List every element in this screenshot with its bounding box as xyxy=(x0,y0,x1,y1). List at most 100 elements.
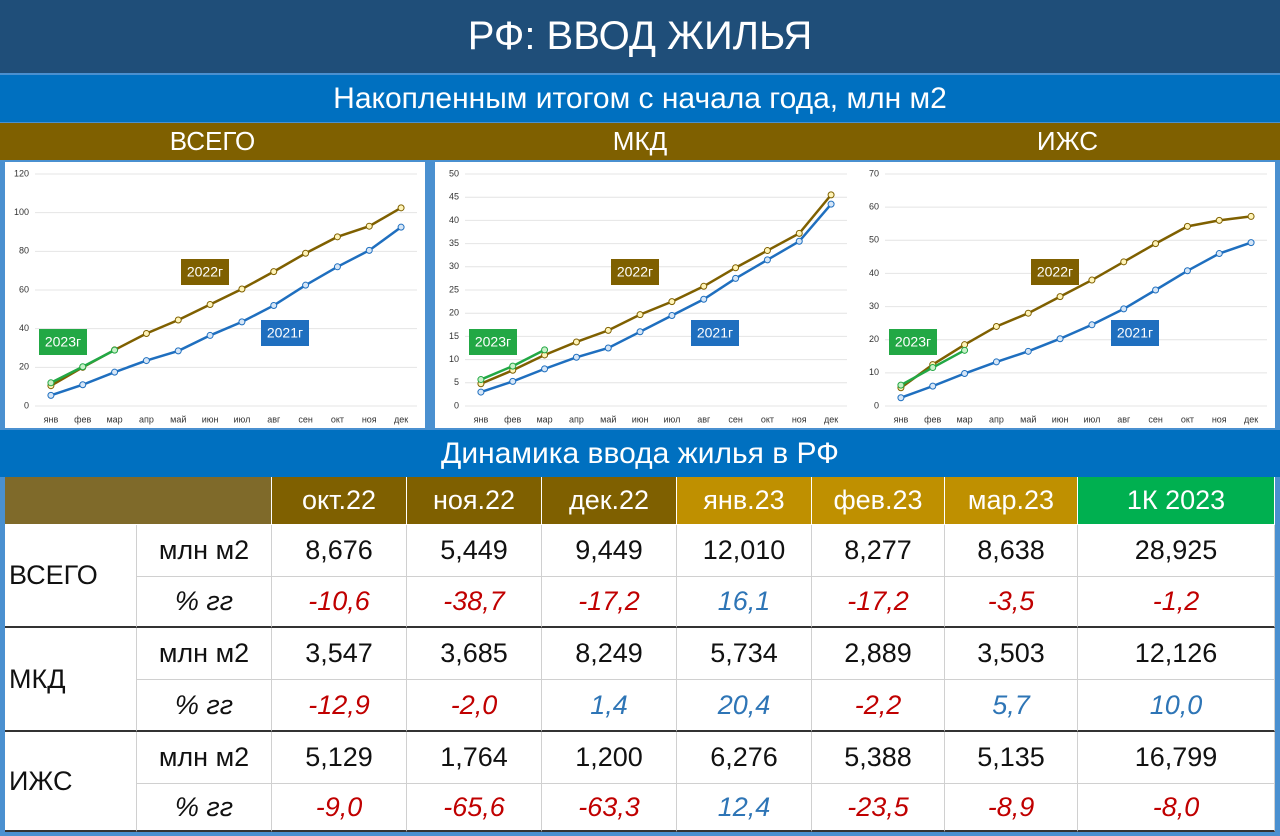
point xyxy=(79,363,87,371)
table-cell: 3,685 xyxy=(407,628,542,680)
x-tick-label: фев xyxy=(924,414,941,424)
point xyxy=(541,365,549,373)
point xyxy=(732,264,740,272)
header-cell: мар.23 xyxy=(945,477,1078,525)
page-title: РФ: ВВОД ЖИЛЬЯ xyxy=(0,0,1280,73)
y-tick-label: 60 xyxy=(869,202,879,212)
chart: 0 20 40 60 80 100 120 янв фев мар апр май июн июл авг с… xyxy=(5,162,425,428)
point xyxy=(477,388,485,396)
point xyxy=(700,282,708,290)
x-tick-label: авг xyxy=(697,414,711,424)
point xyxy=(1024,347,1032,355)
legend-box xyxy=(469,329,517,355)
table-cell: 8,676 xyxy=(272,525,407,577)
point xyxy=(795,229,803,237)
table-cell: 28,925 xyxy=(1078,525,1275,577)
table-cell: 5,449 xyxy=(407,525,542,577)
table-cell: 1,764 xyxy=(407,732,542,784)
point xyxy=(1183,267,1191,275)
header-cell: 1К 2023 xyxy=(1078,477,1275,525)
legend-label: 2022г xyxy=(1037,264,1073,280)
legend-label: 2023г xyxy=(45,334,81,350)
table-cell: 12,4 xyxy=(677,784,812,832)
x-tick-label: мар xyxy=(956,414,972,424)
point xyxy=(636,311,644,319)
unit-label: % гг xyxy=(137,784,272,832)
point xyxy=(302,281,310,289)
table-cell: -10,6 xyxy=(272,577,407,628)
y-tick-label: 120 xyxy=(14,168,29,178)
chart: 0 5 10 15 20 25 30 35 40 45 50 янв фев мар апр май июн ию… xyxy=(435,162,855,428)
x-tick-label: фев xyxy=(504,414,521,424)
y-tick-label: 35 xyxy=(449,238,459,248)
legend-box xyxy=(181,259,229,285)
y-tick-label: 20 xyxy=(869,334,879,344)
x-tick-label: янв xyxy=(894,414,909,424)
table-cell: -38,7 xyxy=(407,577,542,628)
table-cell: 12,010 xyxy=(677,525,812,577)
y-tick-label: 30 xyxy=(449,261,459,271)
x-tick-label: мар xyxy=(536,414,552,424)
x-tick-label: дек xyxy=(1244,414,1258,424)
point xyxy=(897,381,905,389)
table-cell: -12,9 xyxy=(272,680,407,732)
table-cell: -9,0 xyxy=(272,784,407,832)
point xyxy=(961,346,969,354)
point xyxy=(174,316,182,324)
point xyxy=(572,353,580,361)
y-tick-label: 0 xyxy=(874,400,879,410)
group-label: МКД xyxy=(5,628,137,732)
table-cell: 5,7 xyxy=(945,680,1078,732)
point xyxy=(700,295,708,303)
header-cell xyxy=(5,477,272,525)
point xyxy=(1152,240,1160,248)
point xyxy=(111,346,119,354)
legend-box xyxy=(889,329,937,355)
legend-box xyxy=(39,329,87,355)
table-cell: -1,2 xyxy=(1078,577,1275,628)
table-cell: 9,449 xyxy=(542,525,677,577)
x-tick-label: сен xyxy=(1148,414,1163,424)
x-tick-label: дек xyxy=(394,414,408,424)
section-title: МКД xyxy=(612,126,668,156)
x-tick-label: май xyxy=(1020,414,1036,424)
point xyxy=(897,394,905,402)
y-tick-label: 10 xyxy=(869,367,879,377)
y-tick-label: 25 xyxy=(449,284,459,294)
x-tick-label: май xyxy=(600,414,616,424)
point xyxy=(302,249,310,257)
unit-label: % гг xyxy=(137,577,272,628)
point xyxy=(1247,212,1255,220)
y-tick-label: 50 xyxy=(449,168,459,178)
point xyxy=(1056,293,1064,301)
point xyxy=(961,370,969,378)
x-tick-label: ноя xyxy=(362,414,377,424)
y-tick-label: 45 xyxy=(449,192,459,202)
table-cell: 3,503 xyxy=(945,628,1078,680)
point xyxy=(668,298,676,306)
x-tick-label: авг xyxy=(1117,414,1131,424)
point xyxy=(333,263,341,271)
table-cell: 8,249 xyxy=(542,628,677,680)
x-tick-label: ноя xyxy=(792,414,807,424)
point xyxy=(333,233,341,241)
x-tick-label: окт xyxy=(331,414,344,424)
x-tick-label: июн xyxy=(202,414,219,424)
x-tick-label: окт xyxy=(1181,414,1194,424)
table-cell: 12,126 xyxy=(1078,628,1275,680)
table-cell: 10,0 xyxy=(1078,680,1275,732)
point xyxy=(206,301,214,308)
point xyxy=(1120,258,1128,266)
section-bar xyxy=(0,123,1280,160)
x-tick-label: апр xyxy=(989,414,1004,424)
table-cell: -65,6 xyxy=(407,784,542,832)
table-cell: 8,277 xyxy=(812,525,945,577)
y-tick-label: 0 xyxy=(24,400,29,410)
series-line xyxy=(50,226,402,397)
table-cell: 20,4 xyxy=(677,680,812,732)
y-tick-label: 40 xyxy=(869,268,879,278)
point xyxy=(270,301,278,309)
point xyxy=(365,222,373,230)
x-tick-label: сен xyxy=(298,414,313,424)
x-tick-label: июн xyxy=(632,414,649,424)
